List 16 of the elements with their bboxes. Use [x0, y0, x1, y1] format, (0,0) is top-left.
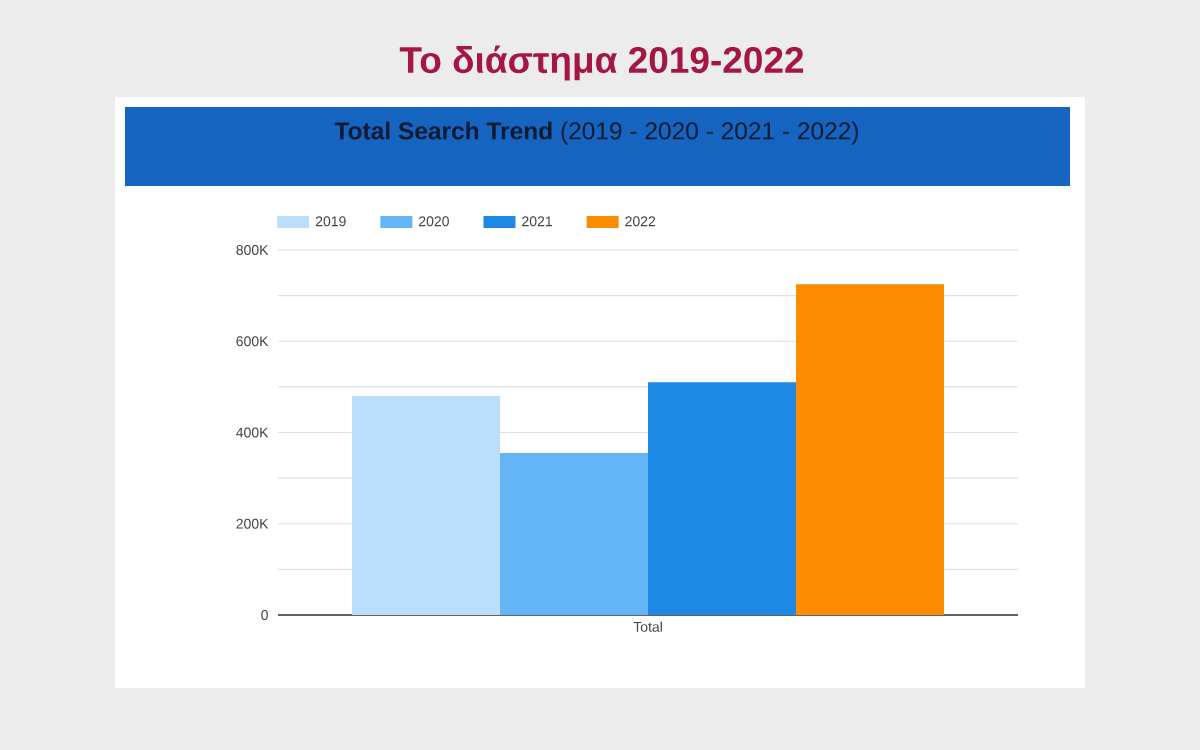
y-tick-label: 200K — [236, 518, 269, 529]
bar — [500, 453, 649, 615]
bar — [352, 396, 501, 615]
x-tick-label: Total — [633, 621, 662, 632]
legend-label: 2022 — [625, 216, 656, 227]
y-tick-label: 0 — [261, 610, 268, 620]
legend-label: 2021 — [522, 216, 552, 227]
chart-subtitle: Total Search Trend (2019 - 2020 - 2021 - 2022) — [334, 121, 858, 145]
bar — [796, 284, 945, 615]
bar — [648, 382, 797, 615]
chart-title: Το διάστημα 2019-2022 — [399, 45, 804, 81]
y-tick-label: 600K — [236, 336, 269, 347]
legend-label: 2019 — [315, 216, 346, 227]
y-tick-label: 800K — [236, 245, 269, 255]
legend-label: 2020 — [419, 216, 449, 227]
y-tick-label: 400K — [236, 427, 269, 438]
